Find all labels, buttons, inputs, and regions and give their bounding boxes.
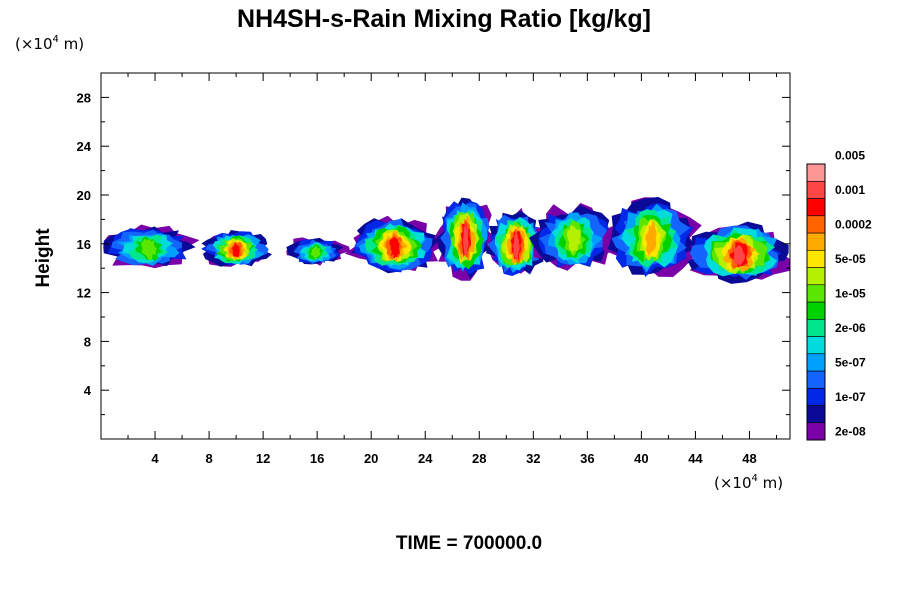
colorbar-label: 2e-08 <box>835 424 866 438</box>
colorbar-swatch <box>806 180 826 199</box>
cloud-feature <box>434 197 495 281</box>
colorbar-swatch <box>806 422 826 441</box>
colorbar-swatch <box>806 336 826 355</box>
colorbar-label: 0.005 <box>835 148 865 162</box>
colorbar-swatch <box>806 318 826 337</box>
mixing-ratio-field <box>103 197 790 284</box>
y-unit-label: (×104 m) <box>15 34 84 53</box>
colorbar-swatch <box>806 353 826 372</box>
colorbar-swatch <box>806 215 826 234</box>
colorbar-label: 1e-07 <box>835 390 866 404</box>
contour-level-13 <box>389 236 400 259</box>
colorbar-swatch <box>806 232 826 251</box>
x-tick-label: 20 <box>364 451 378 466</box>
x-tick-label: 40 <box>634 451 648 466</box>
y-unit-prefix: (×10 <box>15 35 53 53</box>
cloud-feature <box>529 203 615 271</box>
x-unit-prefix: (×10 <box>714 474 752 492</box>
colorbar-swatch <box>806 163 826 182</box>
colorbar-label: 2e-06 <box>835 321 866 335</box>
y-tick-label: 24 <box>77 139 92 154</box>
colorbar-swatch <box>806 198 826 217</box>
y-tick-label: 4 <box>84 383 92 398</box>
x-tick-label: 44 <box>688 451 703 466</box>
y-tick-label: 20 <box>77 188 91 203</box>
colorbar: 2e-08 1e-07 5e-07 2e-06 1e-05 5e-05 0.0002 0.00… <box>806 148 872 441</box>
colorbar-label: 1e-05 <box>835 286 866 300</box>
x-tick-label: 32 <box>526 451 540 466</box>
colorbar-swatch <box>806 301 826 320</box>
y-tick-label: 16 <box>77 237 91 252</box>
y-axis-label: Height <box>33 228 54 288</box>
x-unit-suffix: m) <box>758 474 783 492</box>
y-tick-label: 28 <box>77 90 91 105</box>
cloud-feature <box>687 221 790 284</box>
contour-level-8 <box>310 245 321 260</box>
colorbar-swatch <box>806 405 826 424</box>
y-tick-label: 8 <box>84 334 91 349</box>
cloud-feature <box>201 230 272 267</box>
contour-level-8 <box>141 238 158 261</box>
colorbar-swatch <box>806 249 826 268</box>
colorbar-swatch <box>806 284 826 303</box>
x-unit-label: (×104 m) <box>714 473 783 492</box>
cloud-feature <box>344 215 445 274</box>
colorbar-swatch <box>806 267 826 286</box>
contour-level-9 <box>566 224 581 254</box>
colorbar-frame <box>806 163 826 441</box>
x-tick-label: 36 <box>580 451 594 466</box>
cloud-feature <box>602 197 702 277</box>
contour-level-13 <box>231 242 240 258</box>
colorbar-label: 0.001 <box>835 183 865 197</box>
contour-level-11 <box>645 220 657 257</box>
y-unit-exponent: 4 <box>53 34 59 45</box>
x-tick-label: 48 <box>742 451 756 466</box>
cloud-feature <box>286 237 350 266</box>
colorbar-swatch <box>806 370 826 389</box>
y-tick-label: 12 <box>77 286 91 301</box>
time-label: TIME = 700000.0 <box>396 533 542 554</box>
x-tick-label: 8 <box>205 451 212 466</box>
cloud-feature <box>485 207 551 276</box>
contour-level-14 <box>512 231 520 261</box>
x-tick-label: 16 <box>310 451 324 466</box>
cloud-feature <box>103 224 200 269</box>
colorbar-swatch <box>806 387 826 406</box>
y-unit-suffix: m) <box>59 35 84 53</box>
x-tick-label: 28 <box>472 451 486 466</box>
colorbar-label: 5e-05 <box>835 252 866 266</box>
contour-level-14 <box>462 221 469 257</box>
x-unit-exponent: 4 <box>752 473 758 484</box>
colorbar-label: 5e-07 <box>835 355 866 369</box>
chart-title: NH4SH-s-Rain Mixing Ratio [kg/kg] <box>237 5 651 33</box>
x-tick-label: 12 <box>256 451 270 466</box>
x-tick-label: 4 <box>151 451 159 466</box>
x-tick-label: 24 <box>418 451 433 466</box>
contour-level-14 <box>733 245 745 266</box>
plot-frame <box>100 72 791 440</box>
colorbar-label: 0.0002 <box>835 217 872 231</box>
